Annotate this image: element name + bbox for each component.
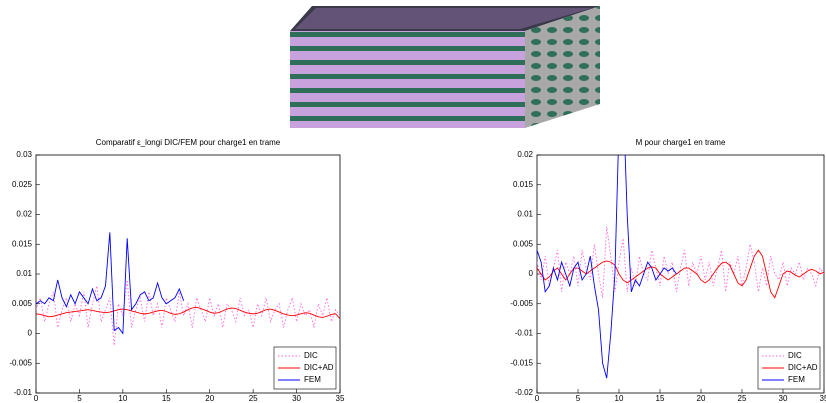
x-tick-label: 10 bbox=[615, 394, 624, 403]
y-tick-label: 0.015 bbox=[513, 180, 534, 189]
x-tick-label: 25 bbox=[249, 394, 258, 403]
legend-label: DIC+AD bbox=[788, 363, 818, 372]
x-tick-label: 15 bbox=[656, 394, 665, 403]
y-tick-label: 0.025 bbox=[12, 180, 33, 189]
chart-title: Comparatif ε_longi DIC/FEM pour charge1 … bbox=[96, 138, 281, 147]
x-tick-label: 20 bbox=[205, 394, 214, 403]
block-side bbox=[525, 6, 600, 128]
series-line bbox=[537, 155, 677, 379]
y-tick-label: 0.005 bbox=[12, 299, 33, 308]
legend: DIC DIC+AD FEM bbox=[757, 346, 821, 390]
chart-title: M pour charge1 en trame bbox=[636, 138, 726, 147]
series-line bbox=[36, 306, 340, 319]
x-tick-label: 5 bbox=[576, 394, 581, 403]
legend: DIC DIC+AD FEM bbox=[273, 346, 337, 390]
legend-label: DIC+AD bbox=[304, 363, 334, 372]
x-tick-label: 30 bbox=[292, 394, 301, 403]
lines bbox=[36, 232, 340, 346]
y-tick-label: 0 bbox=[529, 269, 534, 278]
y-tick-label: 0.01 bbox=[517, 210, 533, 219]
specimen-3d bbox=[290, 6, 600, 128]
series-line bbox=[537, 249, 824, 299]
legend-label: FEM bbox=[788, 375, 805, 384]
x-tick-label: 35 bbox=[336, 394, 345, 403]
x-tick-label: 5 bbox=[77, 394, 82, 403]
legend-label: DIC bbox=[788, 351, 802, 360]
y-tick-label: -0.01 bbox=[515, 329, 534, 338]
x-tick-label: 15 bbox=[162, 394, 171, 403]
series-line bbox=[36, 279, 340, 346]
y-tick-label: 0.005 bbox=[513, 239, 534, 248]
y-tick-label: 0.03 bbox=[16, 150, 32, 159]
legend-label: FEM bbox=[304, 375, 321, 384]
y-tick-label: 0.02 bbox=[16, 210, 32, 219]
y-tick-label: 0.01 bbox=[16, 269, 32, 278]
x-tick-label: 0 bbox=[535, 394, 540, 403]
x-tick-label: 20 bbox=[697, 394, 706, 403]
y-tick-label: -0.02 bbox=[515, 388, 534, 397]
plot: M pour charge1 en trame -0.02 -0.015 -0.01 -… bbox=[510, 138, 826, 403]
y-tick-label: 0.015 bbox=[12, 239, 33, 248]
block-top-stripes bbox=[295, 8, 592, 29]
x-tick-label: 10 bbox=[118, 394, 127, 403]
x-tick-label: 30 bbox=[779, 394, 788, 403]
x-tick-label: 35 bbox=[820, 394, 826, 403]
plot: Comparatif ε_longi DIC/FEM pour charge1 … bbox=[9, 138, 345, 403]
lines bbox=[537, 155, 824, 379]
legend-label: DIC bbox=[304, 351, 318, 360]
y-tick-label: -0.015 bbox=[510, 358, 533, 367]
x-tick-label: 25 bbox=[738, 394, 747, 403]
y-tick-label: 0 bbox=[28, 329, 33, 338]
x-tick-label: 0 bbox=[34, 394, 39, 403]
block-front bbox=[290, 31, 525, 128]
series-line bbox=[537, 226, 824, 298]
y-tick-label: 0.02 bbox=[517, 150, 533, 159]
y-tick-label: -0.005 bbox=[9, 358, 32, 367]
series-line bbox=[36, 232, 185, 335]
y-tick-label: -0.01 bbox=[14, 388, 33, 397]
y-tick-label: -0.005 bbox=[510, 299, 533, 308]
